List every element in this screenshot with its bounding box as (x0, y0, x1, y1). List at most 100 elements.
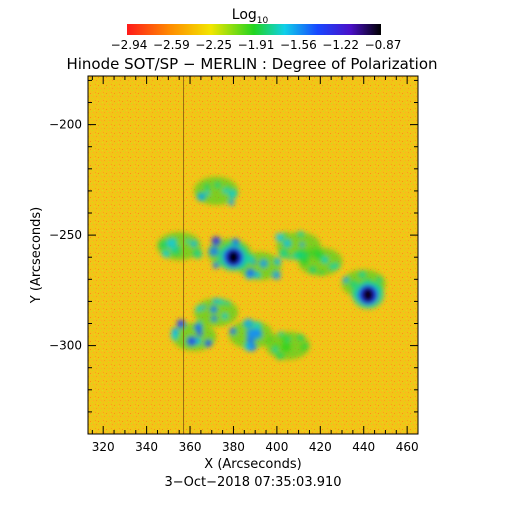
heatmap-plage-blob (376, 276, 382, 283)
colorbar-label: Log10 (232, 7, 269, 26)
heatmap-plage-blob (349, 280, 358, 289)
heatmap-plage-blob (342, 276, 349, 283)
heatmap-plage-halo (194, 298, 239, 327)
heatmap-plage-blob (204, 184, 211, 191)
y-axis: −200 −250 −300 (49, 79, 418, 435)
heatmap-plage-blob (221, 313, 228, 319)
x-tick-label: 380 (222, 440, 245, 454)
heatmap-plage-blob (186, 336, 197, 347)
heatmap-plage-blob (186, 239, 191, 244)
heatmap-plage-blob (302, 254, 308, 260)
heatmap-plage-blob (209, 246, 219, 257)
heatmap-plage-blob (246, 328, 256, 338)
heatmap-plage-blob (253, 321, 262, 330)
heatmap-plage-blob (297, 230, 304, 237)
heatmap-plage-blob (231, 190, 238, 197)
heatmap-plage-blob (297, 334, 304, 341)
heatmap-plage-blob (248, 343, 257, 352)
heatmap-plage-blob (309, 266, 317, 274)
heatmap-plage-blob (314, 250, 324, 260)
heatmap-plage-blob (299, 242, 305, 247)
heatmap-plage-blob (278, 249, 289, 259)
heatmap-plage-blob (278, 331, 284, 336)
heatmap-plage-blob (283, 239, 292, 248)
colorbar-tick-label: −0.87 (365, 38, 402, 52)
heatmap-plage-blob (229, 327, 237, 335)
heatmap-plage-blob (201, 305, 206, 310)
heatmap-plage-blob (301, 249, 307, 255)
y-tick-label: −300 (49, 339, 82, 353)
x-tick-label: 360 (179, 440, 202, 454)
heatmap-plage-blob (228, 199, 235, 206)
colorbar-tick-label: −1.22 (322, 38, 359, 52)
heatmap-plage-blob (243, 318, 254, 329)
heatmap-plage-blob (217, 298, 225, 305)
heatmap-plage-blob (272, 271, 281, 280)
x-axis-label: X (Arcseconds) (204, 457, 301, 472)
heatmap-plage-blob (196, 330, 203, 337)
y-tick-label: −250 (49, 228, 82, 242)
heatmap-features (157, 176, 386, 361)
heatmap-plage-blob (190, 240, 198, 248)
x-tick-label: 420 (309, 440, 332, 454)
colorbar-tick-label: −1.91 (238, 38, 275, 52)
y-axis-label: Y (Arcseconds) (29, 207, 44, 304)
heatmap-plage-blob (166, 238, 176, 248)
colorbar (127, 24, 381, 35)
heatmap-plage-blob (246, 335, 256, 345)
heatmap-plage-blob (280, 335, 288, 342)
x-tick-label: 440 (352, 440, 375, 454)
timestamp: 3−Oct−2018 07:35:03.910 (164, 475, 341, 490)
heatmap-plage-blob (272, 347, 278, 353)
y-tick-label: −200 (49, 118, 82, 132)
x-tick-label: 400 (265, 440, 288, 454)
heatmap-plage-blob (212, 262, 220, 269)
heatmap-plage-blob (287, 256, 292, 261)
x-tick-label: 340 (135, 440, 158, 454)
heatmap-plage-blob (301, 345, 306, 350)
plot-frame (87, 75, 419, 435)
colorbar-tick-label: −2.25 (195, 38, 232, 52)
x-tick-label: 460 (396, 440, 419, 454)
heatmap-plage-blob (193, 249, 203, 259)
heatmap-plage-blob (275, 233, 284, 242)
heatmap-plage-blob (328, 264, 335, 270)
heatmap-plage-blob (358, 271, 366, 279)
heatmap-plage-blob (274, 258, 282, 265)
heatmap-plage-blob (332, 263, 340, 270)
heatmap-plage-blob (214, 182, 221, 189)
heatmap-plage-blob (245, 268, 255, 278)
heatmap-sunspot-umbra (227, 250, 240, 265)
heatmap-plage-blob (170, 247, 176, 252)
heatmap-plage-blob (213, 297, 219, 304)
heatmap-plage-blob (319, 270, 324, 276)
colorbar-tick-label: −2.59 (153, 38, 190, 52)
heatmap-plage-blob (211, 236, 221, 246)
heatmap-plage-blob (281, 342, 291, 352)
heatmap-plage-blob (172, 327, 178, 333)
heatmap-sunspot-umbra (362, 287, 375, 302)
heatmap-plage-blob (195, 306, 202, 312)
heatmap-plage-blob (225, 300, 231, 306)
heatmap-plage-blob (211, 315, 218, 322)
heatmap-plage-blob (276, 352, 284, 361)
heatmap-plage-blob (194, 323, 203, 332)
x-tick-label: 320 (92, 440, 115, 454)
heatmap-plage-blob (204, 339, 213, 348)
colorbar-ticks: −2.94 −2.59 −2.25 −1.91 −1.56 −1.22 −0.87 (111, 38, 402, 52)
heatmap-plage-blob (225, 186, 231, 191)
heatmap-plage-blob (159, 240, 168, 250)
colorbar-tick-label: −2.94 (111, 38, 148, 52)
heatmap-plage-blob (283, 231, 288, 237)
x-axis: 320 340 360 380 400 420 440 460 (92, 76, 419, 454)
heatmap-plage-blob (259, 259, 268, 268)
plot-area (88, 76, 418, 434)
heatmap-plage-blob (162, 250, 170, 258)
heatmap-plage-blob (210, 305, 218, 313)
colorbar-tick-label: −1.56 (280, 38, 317, 52)
heatmap-plage-blob (301, 258, 308, 265)
heatmap-plage-blob (197, 192, 206, 201)
heatmap-plage-blob (321, 256, 329, 264)
chart-title: Hinode SOT/SP − MERLIN : Degree of Polar… (66, 55, 437, 73)
